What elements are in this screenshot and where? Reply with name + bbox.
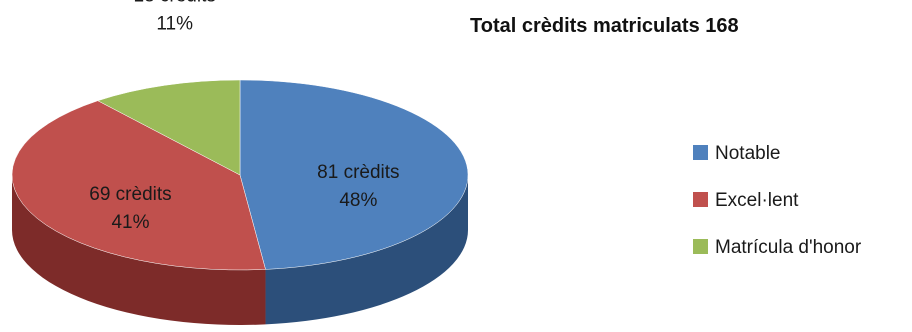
legend-label-0: Notable bbox=[715, 143, 781, 164]
pie-slice-2 bbox=[97, 79, 241, 176]
pie-slice-0 bbox=[239, 79, 469, 270]
slice-percent-label-2: 11% bbox=[156, 13, 193, 34]
pie-labels: 81 crèdits 48% 69 crèdits 41% 18 crèdits 11% bbox=[89, 0, 399, 233]
slice-value-label-2: 18 crèdits bbox=[134, 0, 216, 6]
legend-swatch-0 bbox=[693, 145, 708, 160]
pie-slice-1 bbox=[11, 100, 266, 271]
legend-label-2: Matrícula d'honor bbox=[715, 237, 862, 258]
pie-sides bbox=[12, 175, 468, 325]
slice-percent-label-0: 48% bbox=[339, 190, 377, 211]
legend-label-1: Excel·lent bbox=[715, 190, 799, 211]
legend-swatch-2 bbox=[693, 239, 708, 254]
pie-side-1 bbox=[12, 175, 266, 325]
slice-value-label-1: 69 crèdits bbox=[89, 184, 171, 205]
pie-side-0 bbox=[265, 175, 468, 325]
legend: Notable Excel·lent Matrícula d'honor bbox=[693, 143, 862, 258]
slice-percent-label-1: 41% bbox=[111, 212, 149, 233]
legend-swatch-1 bbox=[693, 192, 708, 207]
pie-tops bbox=[11, 79, 469, 271]
slice-value-label-0: 81 crèdits bbox=[317, 162, 399, 183]
chart-title: Total crèdits matriculats 168 bbox=[470, 15, 739, 37]
